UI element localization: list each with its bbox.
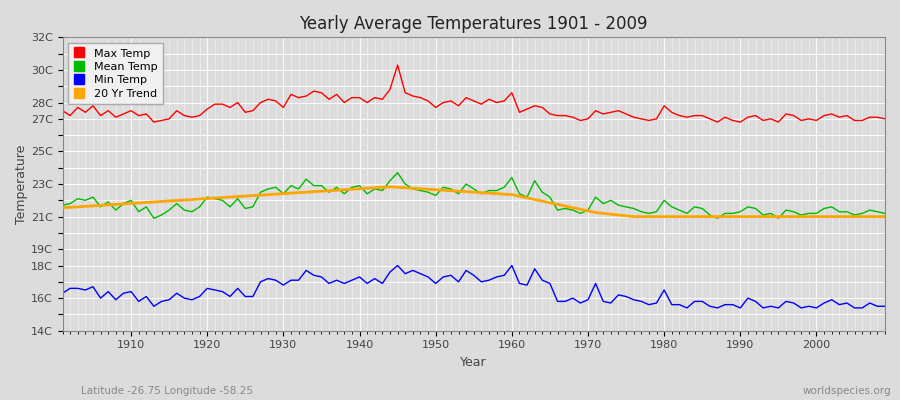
20 Yr Trend [514,194,525,199]
Min Temp [285,278,296,282]
Legend: Max Temp, Mean Temp, Min Temp, 20 Yr Trend: Max Temp, Mean Temp, Min Temp, 20 Yr Tre… [68,43,163,104]
Min Temp [507,263,517,268]
Max Temp [57,108,68,113]
20 Yr Trend [606,212,616,216]
Max Temp [293,95,304,100]
Mean Temp [293,186,304,191]
Mean Temp [514,192,525,196]
Min Temp [681,306,692,310]
Mean Temp [148,216,159,221]
Mean Temp [613,203,624,208]
Min Temp [879,304,890,309]
Max Temp [118,112,129,116]
Max Temp [613,108,624,113]
Max Temp [879,116,890,121]
Min Temp [514,281,525,286]
20 Yr Trend [331,188,342,193]
Max Temp [148,120,159,124]
Max Temp [339,100,350,105]
Y-axis label: Temperature: Temperature [15,144,28,224]
20 Yr Trend [118,202,129,206]
Line: Max Temp: Max Temp [62,65,885,122]
Min Temp [606,301,616,306]
Min Temp [331,278,342,282]
20 Yr Trend [285,191,296,196]
Mean Temp [392,170,403,175]
X-axis label: Year: Year [461,356,487,369]
Max Temp [514,110,525,115]
Line: Mean Temp: Mean Temp [62,173,885,218]
Mean Temp [339,192,350,196]
Text: Latitude -26.75 Longitude -58.25: Latitude -26.75 Longitude -58.25 [81,386,253,396]
20 Yr Trend [507,192,517,197]
20 Yr Trend [57,205,68,210]
Mean Temp [118,201,129,206]
Line: 20 Yr Trend: 20 Yr Trend [62,187,885,217]
20 Yr Trend [384,184,395,189]
Title: Yearly Average Temperatures 1901 - 2009: Yearly Average Temperatures 1901 - 2009 [300,15,648,33]
Max Temp [392,63,403,68]
Min Temp [118,291,129,296]
Min Temp [392,263,403,268]
Text: worldspecies.org: worldspecies.org [803,386,891,396]
20 Yr Trend [628,214,639,219]
Max Temp [522,107,533,112]
Line: Min Temp: Min Temp [62,266,885,308]
20 Yr Trend [879,214,890,219]
Mean Temp [522,195,533,200]
Mean Temp [57,203,68,208]
Min Temp [57,291,68,296]
Mean Temp [879,211,890,216]
